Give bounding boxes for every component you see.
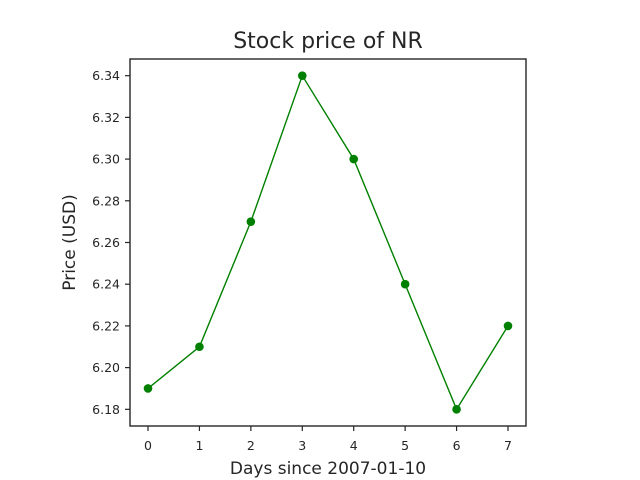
y-axis-label: Price (USD) — [60, 194, 80, 290]
x-axis-label: Days since 2007-01-10 — [230, 459, 426, 479]
data-point — [349, 154, 359, 164]
x-tick-label: 5 — [401, 438, 409, 453]
data-point — [246, 217, 256, 226]
data-point — [503, 321, 513, 331]
y-tick-label: 6.22 — [92, 318, 120, 333]
x-tick-label: 4 — [350, 438, 358, 453]
y-axis: 6.18 6.20 6.22 6.24 6.26 6.28 6.30 6.32 6.34 — [92, 68, 130, 417]
data-point — [143, 384, 153, 393]
y-tick-label: 6.28 — [92, 193, 120, 208]
y-tick-label: 6.30 — [92, 152, 120, 167]
series-line — [147, 74, 509, 411]
y-tick-label: 6.32 — [92, 110, 120, 125]
y-tick-label: 6.24 — [92, 277, 120, 292]
x-tick-label: 2 — [247, 438, 255, 453]
x-tick-label: 6 — [453, 438, 461, 453]
x-axis: 0 1 2 3 4 5 6 7 — [144, 426, 512, 453]
x-tick-label: 3 — [298, 438, 306, 453]
y-tick-label: 6.34 — [92, 68, 120, 83]
data-point — [400, 279, 410, 289]
y-tick-label: 6.26 — [92, 235, 120, 250]
plot-area — [143, 71, 513, 414]
y-tick-label: 6.20 — [92, 360, 120, 375]
data-point — [297, 71, 307, 80]
data-point — [195, 342, 204, 352]
x-tick-label: 7 — [504, 438, 512, 453]
data-point — [452, 405, 461, 414]
x-tick-label: 0 — [144, 438, 152, 453]
plot-frame — [129, 58, 527, 427]
y-tick-label: 6.18 — [92, 402, 120, 417]
chart-title: Stock price of NR — [233, 29, 423, 54]
x-tick-label: 1 — [195, 438, 203, 453]
